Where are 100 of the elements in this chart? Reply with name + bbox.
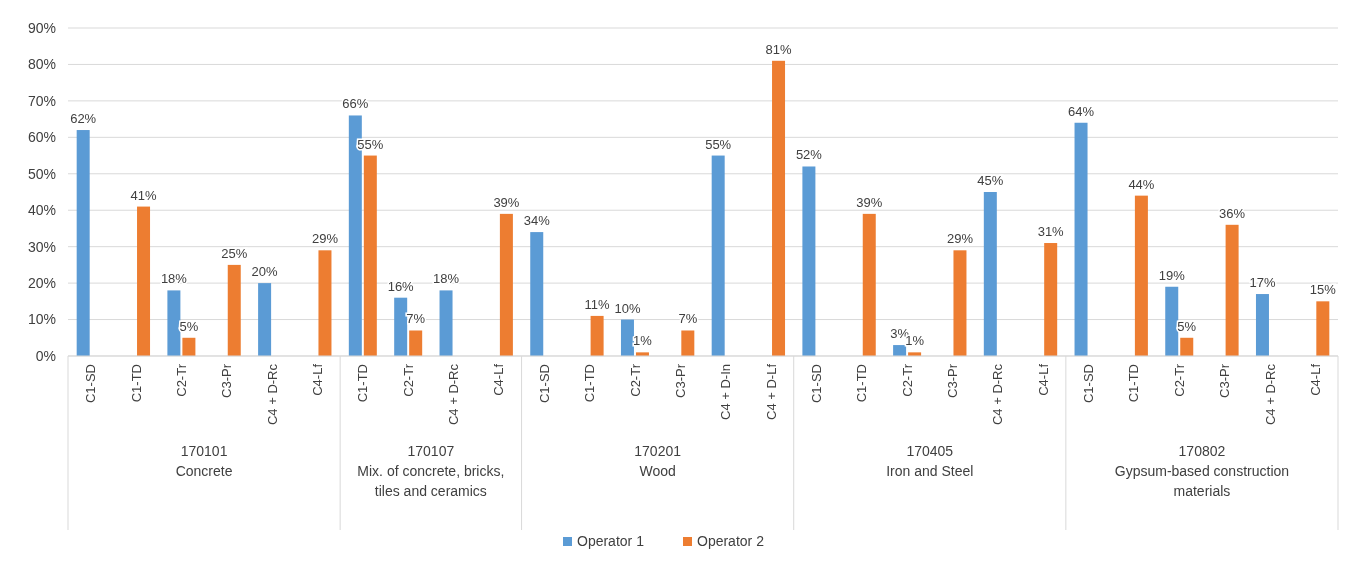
bar [409, 330, 423, 356]
x-tick-label: C4-Lf [310, 363, 326, 396]
data-label: 45% [977, 173, 1004, 188]
data-label: 55% [705, 136, 732, 152]
y-tick-label: 40% [27, 202, 56, 219]
x-tick-label: C4 + D-Rc [990, 363, 1006, 426]
x-tick-label: C4 + D-Lf [763, 363, 779, 420]
text: 170802 Gypsum-based construction materials [1114, 443, 1290, 499]
data-label: 10% [614, 300, 641, 316]
data-label: 25% [221, 245, 248, 261]
bar [590, 315, 604, 356]
data-label: 39% [493, 194, 520, 210]
data-label: 20% [251, 264, 279, 280]
x-tick-label: C2-Tr [627, 363, 643, 397]
x-tick-label: C1-SD [536, 364, 552, 404]
x-tick-label: C1-SD [808, 364, 824, 404]
bar [394, 297, 408, 356]
data-label: 11% [584, 296, 611, 312]
bar [1074, 122, 1088, 356]
x-tick-label: C3-Pr [945, 363, 961, 398]
data-label: 1% [633, 333, 653, 349]
data-label: 39% [856, 194, 883, 210]
bar [258, 283, 272, 356]
x-tick-label: C1-TD [128, 364, 144, 403]
bar [620, 319, 634, 356]
data-label: 66% [342, 96, 369, 112]
bar [76, 130, 90, 356]
bar [1044, 243, 1058, 356]
y-tick-label: 0% [35, 347, 56, 364]
x-tick-label: C1-TD [1126, 364, 1142, 403]
x-tick-label: C2-Tr [400, 363, 416, 397]
x-tick-label: C2-Tr [899, 363, 915, 397]
x-tick-label: C4 + D-Rc [446, 363, 462, 426]
bar [953, 250, 967, 356]
text: 170405 Iron and Steel [886, 443, 974, 479]
x-tick-label: C4 + D-In [718, 364, 734, 420]
bar [711, 155, 725, 356]
data-label: 7% [406, 311, 426, 327]
bar [681, 330, 695, 356]
data-label: 29% [946, 231, 974, 247]
data-label: 18% [433, 271, 460, 287]
text: 170201 Wood [634, 443, 682, 479]
data-label: 15% [1309, 282, 1337, 298]
bar [1225, 224, 1239, 356]
x-tick-label: C1-TD [355, 364, 371, 403]
x-tick-label: C3-Pr [1217, 363, 1233, 398]
y-tick-label: 70% [27, 92, 56, 109]
bar [499, 213, 513, 356]
x-tick-label: C1-SD [1081, 364, 1097, 404]
data-label: 31% [1037, 224, 1065, 240]
x-tick-label: C3-Pr [219, 363, 235, 398]
x-tick-label: C4-Lf [1307, 363, 1323, 396]
bar [439, 290, 453, 356]
x-tick-label: C1-SD [83, 364, 99, 404]
data-label: 52% [795, 147, 823, 163]
data-label: 41% [130, 187, 157, 203]
x-tick-label: C4-Lf [491, 363, 507, 396]
bar [862, 213, 876, 356]
data-label: 7% [678, 311, 698, 327]
bar [530, 232, 544, 356]
data-label: 5% [179, 318, 199, 334]
x-tick-label: C1-TD [854, 364, 870, 403]
data-label: 29% [311, 231, 339, 247]
x-tick-label: C2-Tr [173, 363, 189, 397]
bar [1316, 301, 1330, 356]
x-tick-label: C2-Tr [1171, 363, 1187, 397]
legend-label: Operator 1 [577, 533, 645, 549]
data-label: 64% [1068, 103, 1095, 119]
data-label: 18% [160, 271, 188, 287]
data-label: 44% [1128, 176, 1155, 192]
text: 170101 Concrete [175, 443, 233, 479]
y-tick-label: 80% [27, 56, 56, 73]
data-label: 17% [1249, 275, 1276, 291]
x-tick-label: C1-TD [582, 364, 598, 403]
data-label: 36% [1219, 205, 1246, 221]
data-label: 16% [387, 278, 415, 294]
data-label: 34% [523, 213, 551, 229]
data-label: 5% [1177, 318, 1197, 334]
bar [167, 290, 181, 356]
legend-label: Operator 2 [697, 533, 765, 549]
y-tick-label: 90% [27, 19, 56, 36]
y-tick-label: 60% [27, 129, 56, 146]
x-tick-label: C3-Pr [672, 363, 688, 398]
bar [182, 337, 196, 356]
data-label: 19% [1158, 267, 1186, 283]
x-tick-label: C4 + D-Rc [1262, 363, 1278, 426]
bar [1165, 286, 1179, 356]
x-tick-label: C4-Lf [1035, 363, 1051, 396]
y-tick-label: 20% [27, 275, 56, 292]
data-label: 81% [765, 41, 792, 57]
bar [318, 250, 332, 356]
bar [137, 206, 151, 356]
bar [772, 60, 786, 356]
bar [983, 192, 997, 356]
bar [1180, 337, 1194, 356]
bar [1134, 195, 1148, 356]
x-tick-label: C4 + D-Rc [264, 363, 280, 426]
bar [227, 264, 241, 356]
y-tick-label: 10% [27, 311, 56, 328]
bar [802, 166, 816, 356]
